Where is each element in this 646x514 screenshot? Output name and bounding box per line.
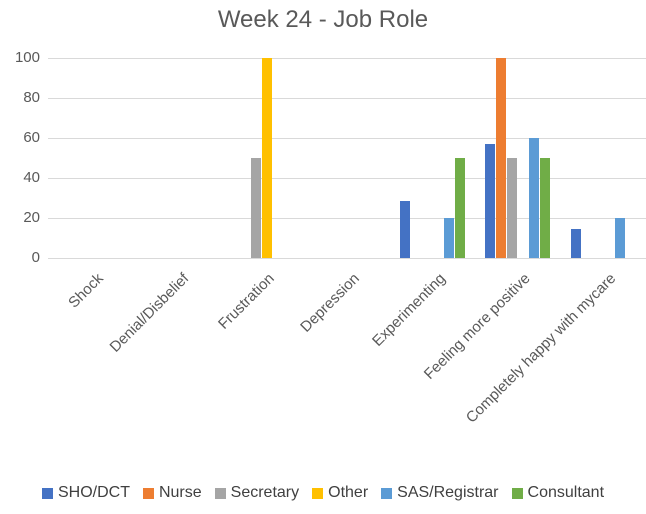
y-tick-label: 60 [23, 129, 40, 146]
legend-item: SAS/Registrar [381, 484, 499, 502]
bar [540, 158, 551, 258]
legend-swatch [312, 487, 324, 499]
bar [485, 143, 496, 258]
x-category-label: Shock [65, 270, 107, 312]
bar [614, 218, 625, 258]
bar-cluster [219, 58, 304, 258]
legend-swatch [381, 487, 393, 499]
legend-swatch [214, 487, 226, 499]
legend-label: Secretary [230, 484, 300, 501]
bar [399, 200, 410, 258]
legend-item: Secretary [214, 484, 300, 502]
legend-label: Nurse [158, 484, 202, 501]
gridline [48, 218, 646, 219]
bar-cluster [561, 58, 646, 258]
legend-label: SAS/Registrar [397, 484, 499, 501]
legend-label: Consultant [527, 484, 605, 501]
bar-cluster [390, 58, 475, 258]
gridline [48, 98, 646, 99]
bar [251, 158, 262, 258]
legend-swatch [142, 487, 154, 499]
x-category-label: Denial/Disbelief [106, 270, 193, 356]
y-tick-label: 0 [31, 249, 40, 266]
gridline [48, 258, 646, 259]
bar-cluster [48, 58, 133, 258]
y-tick-label: 80 [23, 89, 40, 106]
x-category-label: Depression [297, 270, 364, 336]
legend: SHO/DCT Nurse Secretary Other SAS/Registrar C… [0, 484, 646, 502]
gridline [48, 178, 646, 179]
x-category-label: Experimenting [368, 270, 449, 350]
bar [529, 138, 540, 258]
bar-cluster [304, 58, 389, 258]
chart-title: Week 24 - Job Role [217, 6, 429, 33]
bar [454, 158, 465, 258]
gridline [48, 58, 646, 59]
bar [262, 58, 273, 258]
x-category-label: Completely happy with mycare [462, 270, 620, 427]
gridline [48, 138, 646, 139]
legend-swatch [41, 487, 53, 499]
legend-item: SHO/DCT [41, 484, 130, 502]
bar [443, 218, 454, 258]
bar [570, 229, 581, 258]
legend-label: Other [328, 484, 369, 501]
y-tick-label: 40 [23, 169, 40, 186]
legend-label: SHO/DCT [57, 484, 130, 501]
legend-item: Other [312, 484, 368, 502]
bar-cluster [475, 58, 560, 258]
y-tick-label: 20 [23, 209, 40, 226]
bar-cluster [133, 58, 218, 258]
legend-item: Consultant [511, 484, 605, 502]
y-tick-label: 100 [14, 49, 40, 66]
x-category-label: Frustration [214, 270, 278, 333]
legend-item: Nurse [142, 484, 202, 502]
legend-swatch [511, 487, 523, 499]
bar [496, 58, 507, 258]
bar [507, 158, 518, 258]
